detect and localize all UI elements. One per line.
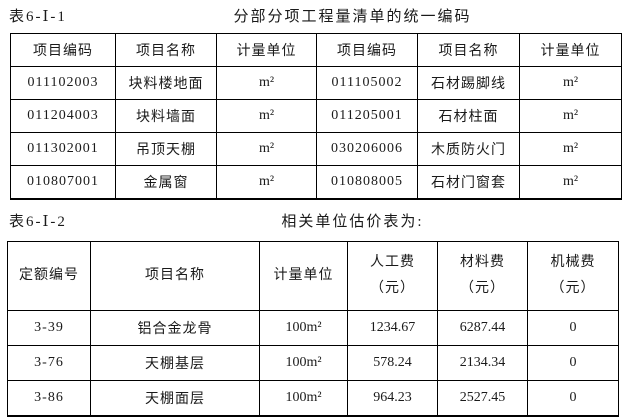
table-row: 3-39 铝合金龙骨 100m² 1234.67 6287.44 0 [7,310,619,346]
table-row: 011302001 吊顶天棚 m² 030206006 木质防火门 m² [10,132,622,166]
table1-caption: 表6-Ⅰ-1 分部分项工程量清单的统一编码 [0,0,627,33]
table-row: 011204003 块料墙面 m² 011205001 石材柱面 m² [10,99,622,133]
item-code-cell: 011102003 [10,66,116,100]
item-code-cell: 011204003 [10,99,116,133]
table1-caption-number: 表6-Ⅰ-1 [9,9,67,25]
labor-cost-cell: 1234.67 [347,310,438,346]
item-name-cell: 石材柱面 [417,99,520,133]
item-code-cell: 011105002 [316,66,418,100]
column-header: 项目名称 [90,241,260,311]
column-header: 定额编号 [7,241,91,311]
material-cost-cell: 2134.34 [437,345,528,381]
item-code-cell: 011302001 [10,132,116,166]
material-cost-cell: 2527.45 [437,380,528,417]
item-name-cell: 木质防火门 [417,132,520,166]
table-row: 3-86 天棚面层 100m² 964.23 2527.45 0 [7,380,619,417]
table-row: 3-76 天棚基层 100m² 578.24 2134.34 0 [7,345,619,381]
column-header: 计量单位 [519,33,622,67]
unit-cell: 100m² [259,310,348,346]
item-code-cell: 010808005 [316,165,418,200]
unit-cell: m² [216,132,317,166]
machinery-cost-cell: 0 [527,310,619,346]
item-name-cell: 块料楼地面 [115,66,217,100]
unit-cell: m² [216,165,317,200]
column-header: 项目编码 [10,33,116,67]
table2-caption-title: 相关单位估价表为: [281,214,424,230]
table2-caption: 表6-Ⅰ-2 相关单位估价表为: [0,200,627,241]
item-name-cell: 吊顶天棚 [115,132,217,166]
item-name-cell: 石材门窗套 [417,165,520,200]
item-name-cell: 块料墙面 [115,99,217,133]
column-header: 材料费 （元） [437,241,528,311]
quota-number-cell: 3-86 [7,380,91,417]
table-row: 010807001 金属窗 m² 010808005 石材门窗套 m² [10,165,622,200]
item-code-cell: 030206006 [316,132,418,166]
material-cost-cell: 6287.44 [437,310,528,346]
column-header: 项目编码 [316,33,418,67]
column-header: 项目名称 [115,33,217,67]
item-name-cell: 天棚面层 [90,380,260,417]
unified-coding-table: 项目编码 项目名称 计量单位 项目编码 项目名称 计量单位 011102003 … [10,33,622,200]
unit-cell: 100m² [259,380,348,417]
unit-cell: m² [519,132,622,166]
item-name-cell: 金属窗 [115,165,217,200]
column-header: 人工费 （元） [347,241,438,311]
table-row: 011102003 块料楼地面 m² 011105002 石材踢脚线 m² [10,66,622,100]
unit-cell: m² [216,99,317,133]
machinery-cost-cell: 0 [527,345,619,381]
unit-cell: m² [519,99,622,133]
item-code-cell: 010807001 [10,165,116,200]
item-name-cell: 铝合金龙骨 [90,310,260,346]
unit-cell: m² [216,66,317,100]
quota-number-cell: 3-39 [7,310,91,346]
unit-cell: 100m² [259,345,348,381]
column-header: 项目名称 [417,33,520,67]
machinery-cost-cell: 0 [527,380,619,417]
item-code-cell: 011205001 [316,99,418,133]
column-header: 机械费 （元） [527,241,619,311]
unit-cell: m² [519,66,622,100]
unit-cell: m² [519,165,622,200]
table1-caption-title: 分部分项工程量清单的统一编码 [233,9,472,25]
item-name-cell: 天棚基层 [90,345,260,381]
column-header: 计量单位 [216,33,317,67]
table-header-row: 定额编号 项目名称 计量单位 人工费 （元） 材料费 （元） 机械费 （元） [7,241,619,311]
unit-valuation-table: 定额编号 项目名称 计量单位 人工费 （元） 材料费 （元） 机械费 （元） 3… [7,241,619,417]
table2-caption-number: 表6-Ⅰ-2 [9,214,67,230]
table-header-row: 项目编码 项目名称 计量单位 项目编码 项目名称 计量单位 [10,33,622,67]
column-header: 计量单位 [259,241,348,311]
labor-cost-cell: 964.23 [347,380,438,417]
quota-number-cell: 3-76 [7,345,91,381]
item-name-cell: 石材踢脚线 [417,66,520,100]
labor-cost-cell: 578.24 [347,345,438,381]
